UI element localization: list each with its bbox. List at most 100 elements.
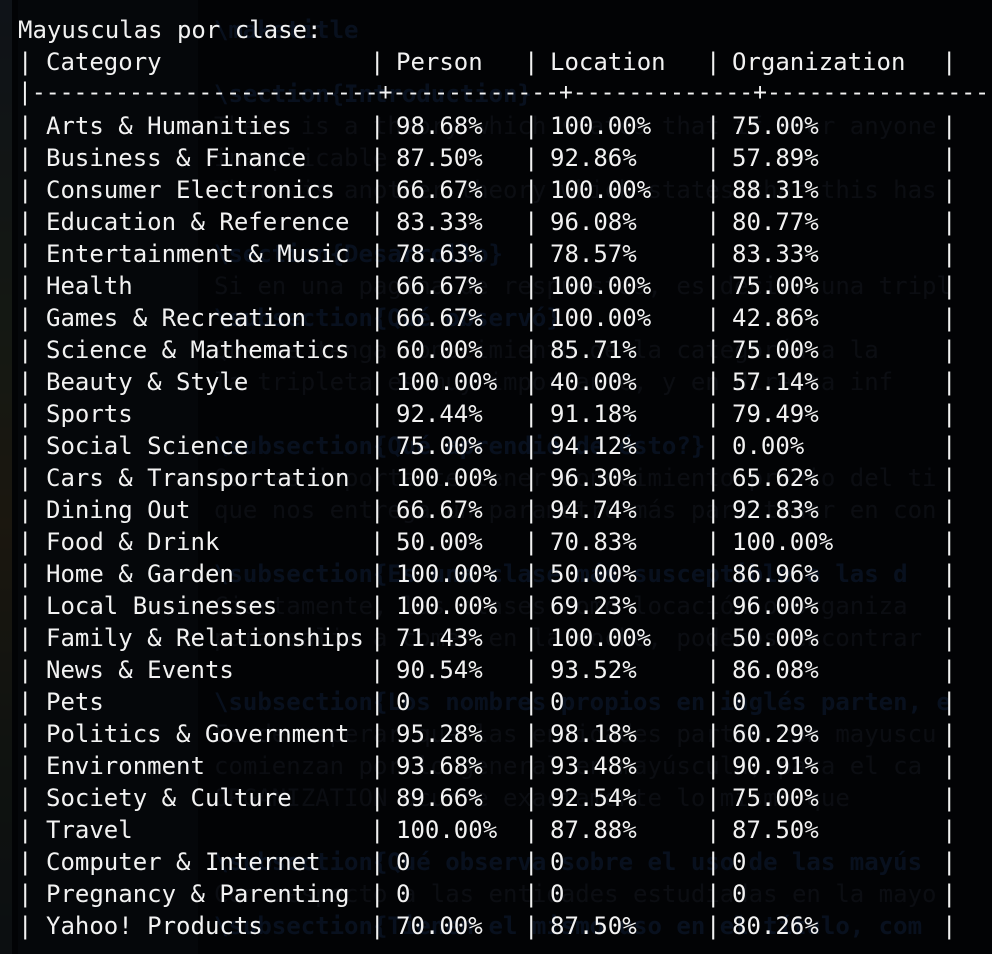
column-divider: | [706,592,721,620]
row-location-value: 94.12% [550,432,637,460]
header-category: Category [46,48,162,76]
column-divider: | [524,848,539,876]
header-person: Person [396,48,483,76]
row-location-value: 0 [550,880,565,908]
column-divider: | [942,400,957,428]
column-divider: | [18,400,33,428]
row-organization-value: 96.00% [732,592,819,620]
column-divider: | [370,48,385,76]
column-divider: | [18,112,33,140]
column-divider: | [524,208,539,236]
column-divider: | [370,304,385,332]
column-divider: | [524,752,539,780]
column-divider: | [942,624,957,652]
column-divider: | [942,176,957,204]
row-organization-value: 86.96% [732,560,819,588]
row-organization-value: 86.08% [732,656,819,684]
column-divider: | [524,688,539,716]
column-divider: | [18,304,33,332]
row-category: News & Events [46,656,234,684]
column-divider: | [18,592,33,620]
column-divider: | [18,144,33,172]
column-divider: | [942,848,957,876]
row-location-value: 94.74% [550,496,637,524]
column-divider: | [524,112,539,140]
row-category: Cars & Transportation [46,464,350,492]
column-divider: | [370,688,385,716]
column-divider: | [524,624,539,652]
column-divider: | [524,560,539,588]
column-divider: | [942,592,957,620]
column-divider: | [370,336,385,364]
column-divider: | [18,752,33,780]
row-location-value: 0 [550,688,565,716]
column-divider: | [18,848,33,876]
column-divider: | [942,880,957,908]
row-person-value: 100.00% [396,560,498,588]
row-location-value: 87.88% [550,816,637,844]
row-organization-value: 88.31% [732,176,819,204]
row-person-value: 95.28% [396,720,483,748]
row-person-value: 83.33% [396,208,483,236]
column-divider: | [370,816,385,844]
row-location-value: 69.23% [550,592,637,620]
row-category: Family & Relationships [46,624,364,652]
row-location-value: 85.71% [550,336,637,364]
row-organization-value: 90.91% [732,752,819,780]
row-person-value: 78.63% [396,240,483,268]
column-divider: | [524,272,539,300]
column-divider: | [370,848,385,876]
row-person-value: 89.66% [396,784,483,812]
row-organization-value: 60.29% [732,720,819,748]
row-person-value: 66.67% [396,304,483,332]
column-divider: | [706,784,721,812]
row-location-value: 50.00% [550,560,637,588]
column-divider: | [524,304,539,332]
column-divider: | [524,592,539,620]
row-category: Sports [46,400,133,428]
row-person-value: 98.68% [396,112,483,140]
column-divider: | [370,496,385,524]
row-category: Health [46,272,133,300]
column-divider: | [942,272,957,300]
column-divider: | [18,464,33,492]
row-location-value: 93.52% [550,656,637,684]
column-divider: | [706,880,721,908]
column-divider: | [942,656,957,684]
terminal-title-line: Mayusculas por clase: [18,16,322,44]
row-person-value: 66.67% [396,176,483,204]
row-category: Education & Reference [46,208,350,236]
column-divider: | [524,464,539,492]
column-divider: | [942,208,957,236]
column-divider: | [942,144,957,172]
row-person-value: 93.68% [396,752,483,780]
column-divider: | [942,688,957,716]
column-divider: | [706,112,721,140]
row-location-value: 92.54% [550,784,637,812]
row-category: Business & Finance [46,144,307,172]
column-divider: | [370,368,385,396]
row-person-value: 90.54% [396,656,483,684]
column-divider: | [524,368,539,396]
row-person-value: 87.50% [396,144,483,172]
column-divider: | [524,240,539,268]
column-divider: | [706,368,721,396]
column-divider: | [370,432,385,460]
row-location-value: 92.86% [550,144,637,172]
column-divider: | [706,176,721,204]
row-organization-value: 42.86% [732,304,819,332]
row-location-value: 40.00% [550,368,637,396]
row-organization-value: 75.00% [732,336,819,364]
column-divider: | [706,688,721,716]
column-divider: | [370,240,385,268]
column-divider: | [370,400,385,428]
column-divider: | [706,336,721,364]
column-divider: | [942,912,957,940]
row-category: Beauty & Style [46,368,249,396]
row-location-value: 96.08% [550,208,637,236]
row-organization-value: 57.14% [732,368,819,396]
column-divider: | [18,624,33,652]
header-organization: Organization [732,48,906,76]
column-divider: | [370,528,385,556]
